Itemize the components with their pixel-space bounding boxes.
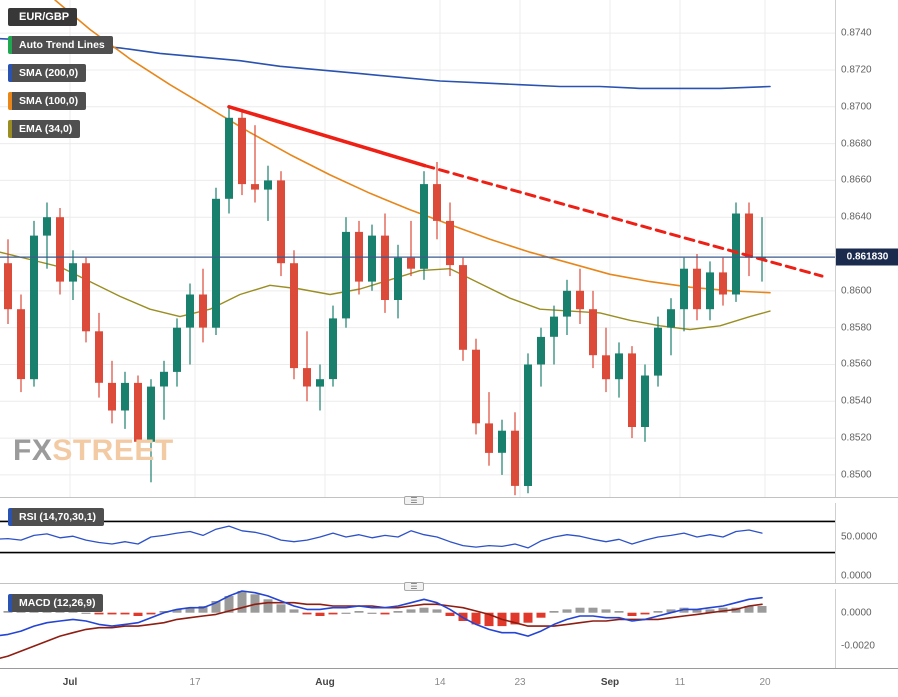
axis-label: 0.8740 xyxy=(841,27,872,39)
axis-label: 0.0000 xyxy=(841,607,872,619)
rsi-panel[interactable]: RSI (14,70,30,1) xyxy=(0,503,835,583)
time-axis[interactable]: Jul 17 Aug 14 23 Sep 11 20 xyxy=(0,668,898,697)
time-axis-label: 20 xyxy=(759,677,771,688)
legend-sma-100[interactable]: SMA (100,0) xyxy=(8,92,87,110)
current-price-badge: 0.861830 xyxy=(836,248,898,266)
axis-label: 50.0000 xyxy=(841,531,878,543)
legend-sma-200[interactable]: SMA (200,0) xyxy=(8,64,87,82)
axis-label: 0.8560 xyxy=(841,358,872,370)
legend-auto-trend-lines[interactable]: Auto Trend Lines xyxy=(8,36,113,54)
time-axis-label: Jul xyxy=(62,677,78,688)
panel-divider[interactable]: ☰ xyxy=(0,496,898,505)
legend: EUR/GBP Auto Trend Lines SMA (200,0) SMA… xyxy=(8,8,113,138)
axis-label: 0.8640 xyxy=(841,211,872,223)
divider-drag-handle-icon[interactable]: ☰ xyxy=(404,582,424,591)
time-axis-label: 11 xyxy=(674,677,686,688)
main-chart-canvas[interactable] xyxy=(0,0,835,497)
legend-ema-34[interactable]: EMA (34,0) xyxy=(8,120,81,138)
time-axis-label: 14 xyxy=(434,677,446,688)
price-axis[interactable]: 0.8740 0.8720 0.8700 0.8680 0.8660 0.8640 0.86… xyxy=(835,0,898,668)
divider-drag-handle-icon[interactable]: ☰ xyxy=(404,496,424,505)
main-price-panel[interactable]: EUR/GBP Auto Trend Lines SMA (200,0) SMA… xyxy=(0,0,835,497)
axis-label: 0.8720 xyxy=(841,64,872,76)
macd-panel[interactable]: MACD (12,26,9) xyxy=(0,589,835,668)
symbol-badge[interactable]: EUR/GBP xyxy=(8,8,78,26)
macd-canvas[interactable] xyxy=(0,589,835,668)
fxstreet-watermark: FXSTREET xyxy=(13,434,174,468)
axis-label: 0.8520 xyxy=(841,432,872,444)
macd-indicator-badge[interactable]: MACD (12,26,9) xyxy=(8,594,104,612)
rsi-indicator-badge[interactable]: RSI (14,70,30,1) xyxy=(8,508,105,526)
panel-divider[interactable]: ☰ xyxy=(0,582,898,591)
axis-label: 0.8540 xyxy=(841,395,872,407)
rsi-canvas[interactable] xyxy=(0,503,835,583)
axis-label: 0.8600 xyxy=(841,285,872,297)
time-axis-label: Sep xyxy=(600,677,620,688)
time-axis-label: Aug xyxy=(315,677,335,688)
axis-label: 0.8580 xyxy=(841,322,872,334)
axis-label: 0.8660 xyxy=(841,174,872,186)
axis-label: 0.0000 xyxy=(841,570,872,582)
axis-label: 0.8500 xyxy=(841,469,872,481)
time-axis-label: 17 xyxy=(189,677,201,688)
axis-label: 0.8680 xyxy=(841,138,872,150)
watermark-fx: FX xyxy=(13,434,53,467)
axis-label: -0.0020 xyxy=(841,640,875,652)
watermark-street: STREET xyxy=(52,434,174,467)
time-axis-label: 23 xyxy=(514,677,526,688)
axis-label: 0.8700 xyxy=(841,101,872,113)
